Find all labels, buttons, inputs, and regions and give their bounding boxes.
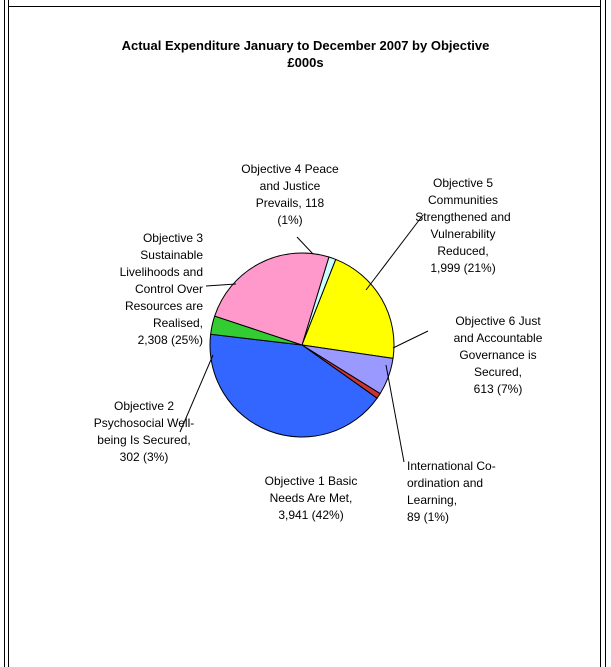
slice-label-6-line: 302 (3%)	[120, 450, 169, 464]
slice-label-3-line: Secured,	[474, 365, 522, 379]
slice-label-4: International Co-ordination and Learning,…	[407, 459, 496, 524]
slice-label-5-line: Needs Are Met,	[270, 491, 353, 505]
slice-label-3-line: Governance is	[459, 348, 536, 362]
slice-label-3-line: 613 (7%)	[474, 382, 523, 396]
page-border-left	[4, 0, 5, 667]
slice-label-7-line: Sustainable	[140, 248, 203, 262]
slice-label-1-line: and Justice	[260, 179, 321, 193]
slice-label-7-line: Livelihoods and	[120, 265, 203, 279]
leader-line-4	[385, 364, 405, 463]
slice-label-6-line: Psychosocial Well-	[94, 416, 194, 430]
slice-label-1-line: Objective 4 Peace	[241, 162, 339, 176]
slice-label-2-line: 1,999 (21%)	[430, 261, 495, 275]
slice-label-3-line: Objective 6 Just	[455, 314, 541, 328]
page-border-right	[605, 0, 606, 667]
slice-label-1-line: Prevails, 118	[256, 196, 325, 210]
slice-label-2-line: Reduced,	[437, 244, 488, 258]
chart-title-line-2: £000s	[287, 55, 324, 70]
chart-title: Actual Expenditure January to December 2…	[0, 37, 611, 71]
slice-label-4-line: ordination and	[407, 476, 483, 490]
slice-label-7: Objective 3 Sustainable Livelihoods and Con…	[120, 231, 204, 347]
leader-line-1	[296, 236, 314, 255]
slice-label-4-line: 89 (1%)	[407, 510, 449, 524]
chart-frame	[8, 0, 601, 667]
leader-line-3	[392, 330, 429, 349]
leader-line-2	[365, 214, 424, 291]
slice-labels: Objective 4 Peace and Justice Prevails, 11…	[94, 162, 543, 524]
leader-line-7	[205, 283, 237, 287]
slice-label-6: Objective 2 Psychosocial Well-being Is Se…	[94, 399, 194, 464]
slice-label-2: Objective 5 Communities Strengthened and Vu…	[415, 176, 510, 275]
slice-label-1: Objective 4 Peace and Justice Prevails, 11…	[241, 162, 339, 227]
slice-label-5-line: Objective 1 Basic	[265, 474, 358, 488]
slice-label-2-line: Communities	[428, 193, 498, 207]
leader-line-6	[179, 354, 214, 433]
slice-label-7-line: Resources are	[125, 299, 203, 313]
slice-label-5: Objective 1 Basic Needs Are Met, 3,941 (42…	[265, 474, 358, 522]
slice-label-4-line: International Co-	[407, 459, 496, 473]
chart-title-line-1: Actual Expenditure January to December 2…	[121, 38, 490, 53]
slice-label-2-line: Vulnerability	[431, 227, 496, 241]
pie-slices	[209, 252, 395, 438]
slice-label-6-line: Objective 2	[114, 399, 174, 413]
slice-label-7-line: Objective 3	[143, 231, 203, 245]
pie-slice-7	[214, 252, 330, 346]
slice-label-7-line: Control Over	[135, 282, 203, 296]
slice-label-3-line: and Accountable	[454, 331, 543, 345]
slice-label-7-line: Realised,	[153, 316, 203, 330]
slice-label-2-line: Strengthened and	[415, 210, 510, 224]
slice-label-1-line: (1%)	[277, 213, 302, 227]
leader-lines	[179, 214, 429, 463]
pie-slice-5	[209, 333, 378, 438]
slice-label-4-line: Learning,	[407, 493, 457, 507]
slice-label-6-line: being Is Secured,	[97, 433, 190, 447]
slice-label-5-line: 3,941 (42%)	[278, 508, 343, 522]
slice-label-7-line: 2,308 (25%)	[138, 333, 203, 347]
slice-label-2-line: Objective 5	[433, 176, 493, 190]
chart-frame-top	[8, 6, 601, 7]
slice-label-3: Objective 6 Just and Accountable Governanc…	[454, 314, 543, 396]
